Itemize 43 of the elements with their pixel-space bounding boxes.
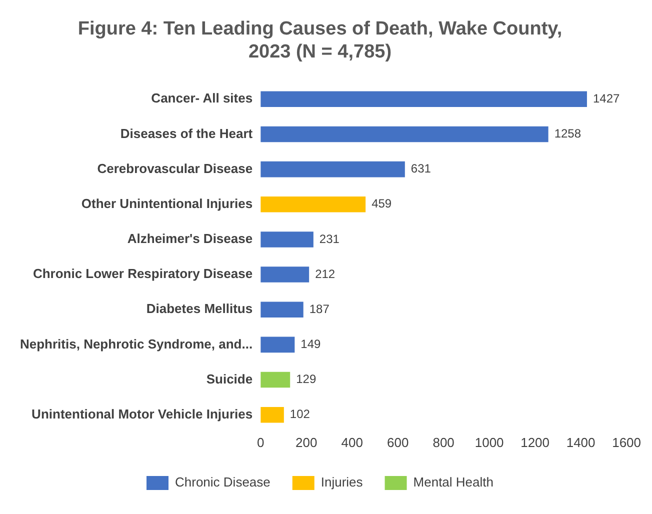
bar (260, 372, 290, 388)
legend-label: Mental Health (413, 474, 494, 490)
data-label: 1427 (592, 91, 620, 106)
legend-label: Chronic Disease (175, 474, 270, 490)
x-tick-label: 1600 (612, 434, 641, 450)
bar (260, 126, 548, 142)
data-label: 631 (410, 162, 432, 176)
y-tick-label: Diabetes Mellitus (146, 301, 253, 316)
data-label: 231 (319, 232, 340, 246)
y-tick-label: Chronic Lower Respiratory Disease (32, 266, 253, 282)
y-tick-label: Alzheimer's Disease (127, 231, 253, 246)
data-label: 187 (309, 302, 330, 316)
x-tick-label: 400 (341, 434, 363, 450)
bar (260, 232, 314, 248)
data-label: 102 (290, 407, 310, 422)
x-tick-label: 200 (295, 434, 318, 450)
data-label: 149 (300, 337, 322, 352)
bar (260, 266, 310, 282)
x-tick-label: 1200 (520, 434, 550, 450)
y-tick-label: Other Unintentional Injuries (81, 196, 253, 211)
bar (260, 302, 304, 318)
bar (260, 196, 366, 212)
x-tick-label: 1400 (566, 434, 596, 450)
chart-title: Figure 4: Ten Leading Causes of Death, Wake County, 2023 (N = 4,785) (78, 18, 562, 62)
bar (260, 336, 295, 353)
x-tick-label: 600 (386, 434, 409, 450)
y-tick-label: Suicide (206, 371, 253, 386)
x-tick-label: 1000 (474, 434, 504, 450)
y-tick-label: Cancer- All sites (151, 90, 253, 106)
y-tick-label: Unintentional Motor Vehicle Injuries (32, 406, 253, 422)
legend-label: Injuries (320, 474, 364, 490)
x-tick-label: 0 (256, 434, 264, 450)
data-label: 1258 (554, 126, 582, 141)
bar (260, 161, 405, 178)
bar (260, 406, 284, 423)
data-label: 212 (315, 266, 336, 281)
x-tick-label: 800 (432, 434, 454, 450)
data-label: 129 (296, 372, 316, 386)
data-label: 459 (372, 196, 392, 211)
y-tick-label: Nephritis, Nephrotic Syndrome, and... (20, 336, 253, 352)
bar (260, 91, 587, 108)
y-tick-label: Cerebrovascular Disease (97, 160, 253, 176)
y-tick-label: Diseases of the Heart (120, 126, 254, 141)
